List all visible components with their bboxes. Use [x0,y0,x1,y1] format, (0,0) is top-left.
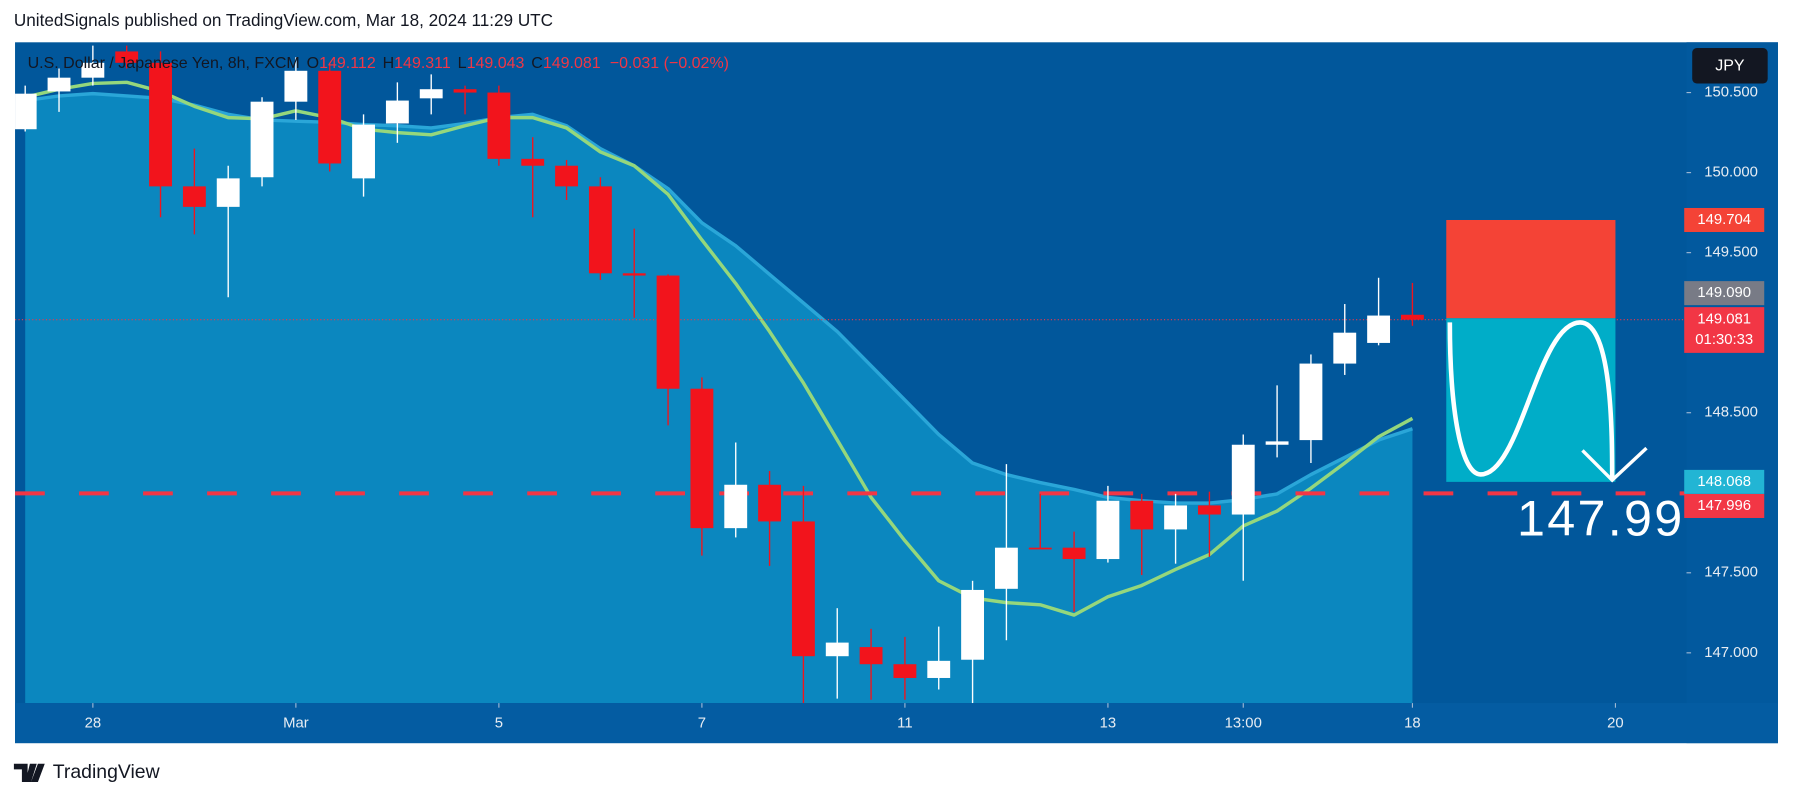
candle-body [419,89,443,99]
candle-body [690,388,714,529]
candle-body [453,89,477,93]
change: −0.031 (−0.02%) [610,55,729,72]
price-label: 149.704 [1697,212,1751,228]
ohlc-key: H [383,55,395,72]
candle-body [149,62,172,187]
candle-body [724,484,748,529]
symbol-legend: U.S. Dollar / Japanese Yen, 8h, FXCM O149… [28,55,729,72]
candle-body [115,51,139,63]
x-tick-label: 18 [1404,716,1421,732]
candle-body [352,124,375,179]
price-label-box [1684,281,1765,306]
x-tick-label: 20 [1607,716,1624,732]
x-tick-label: 13 [1100,716,1117,732]
price-label-box [1684,469,1765,494]
candle-body [859,647,883,665]
candle-body [1096,500,1120,560]
price-axis [1686,42,1778,744]
candle-body [1400,314,1424,320]
candle-body [1367,315,1391,343]
candle-body [893,664,917,678]
candle-body [521,158,545,166]
axis-labels: 147.000 147.500 148.500 149.500 150.000 150.5… [85,84,1765,732]
candle-body [1028,547,1052,550]
candle-body [385,100,409,124]
y-tick-label: 149.500 [1704,245,1758,261]
x-tick-label: 13:00 [1225,716,1262,732]
y-tick-label: 150.500 [1704,84,1758,100]
last-price-label: 149.081 [1697,312,1751,328]
target-annotation: 147.99 [1517,490,1685,547]
overlay [1446,219,1616,482]
countdown: 01:30:33 [1695,332,1753,348]
candle-body [791,521,815,657]
y-tick-label: 147.500 [1704,565,1758,581]
candle-body [250,101,274,178]
tv-logo [13,763,45,782]
candle-body [927,660,951,678]
footer-brand: TradingView [53,761,161,783]
candle-body [15,93,37,130]
candle-body [994,547,1018,589]
x-tick-label: 5 [495,716,503,732]
candle-body [284,70,308,102]
candle-body [588,186,612,274]
time-axis [15,703,1778,744]
currency-button[interactable] [1692,48,1768,84]
candle-body [1265,441,1289,445]
candle-body [1130,500,1154,530]
symbol-title: U.S. Dollar / Japanese Yen, 8h, FXCM [28,55,300,72]
y-tick-label: 150.000 [1704,165,1758,181]
x-tick-label: 11 [897,716,912,732]
ohlc-value: 149.311 [394,55,451,72]
y-tick-label: 147.000 [1704,645,1758,661]
last-price-box [1684,307,1765,353]
candle-body [47,77,71,92]
ohlc-key: L [458,55,467,72]
candle-body [758,484,781,522]
plot-area [15,45,1687,704]
x-tick-label: 7 [698,716,706,732]
y-tick-label: 148.500 [1704,405,1758,421]
arrow-head [1581,446,1648,483]
currency-label[interactable]: JPY [1715,58,1745,75]
candle-body [656,275,680,389]
projection-arrow [1447,320,1615,481]
candle-body [1062,547,1086,560]
price-label: 149.090 [1697,285,1751,301]
candle-body [1231,444,1255,515]
ohlc-key: C [531,55,543,72]
ohlc-value: 149.043 [467,55,525,72]
stop-zone [1446,219,1616,319]
ohlc-key: O [307,55,319,72]
publish-header: UnitedSignals published on TradingView.c… [14,10,553,30]
candle-body [622,273,646,276]
price-label-box [1684,207,1765,232]
candle-body [216,178,240,207]
ohlc-value: 149.112 [319,55,376,72]
candle-body [81,62,105,78]
price-label: 147.996 [1697,498,1751,514]
candle-body [1164,505,1188,530]
x-tick-label: Mar [283,716,309,732]
candle-body [555,165,578,187]
x-tick-label: 28 [85,716,102,732]
candle-body [182,186,206,207]
candle-body [1197,505,1221,515]
candle-body [318,70,342,164]
ohlc-value: 149.081 [543,55,601,72]
candle-body [961,589,985,660]
candle-body [1299,363,1323,441]
candle-body [1333,332,1357,364]
price-label: 148.068 [1697,474,1751,490]
candle-body [487,92,511,159]
candle-body [825,642,849,657]
price-label-box [1684,493,1765,518]
